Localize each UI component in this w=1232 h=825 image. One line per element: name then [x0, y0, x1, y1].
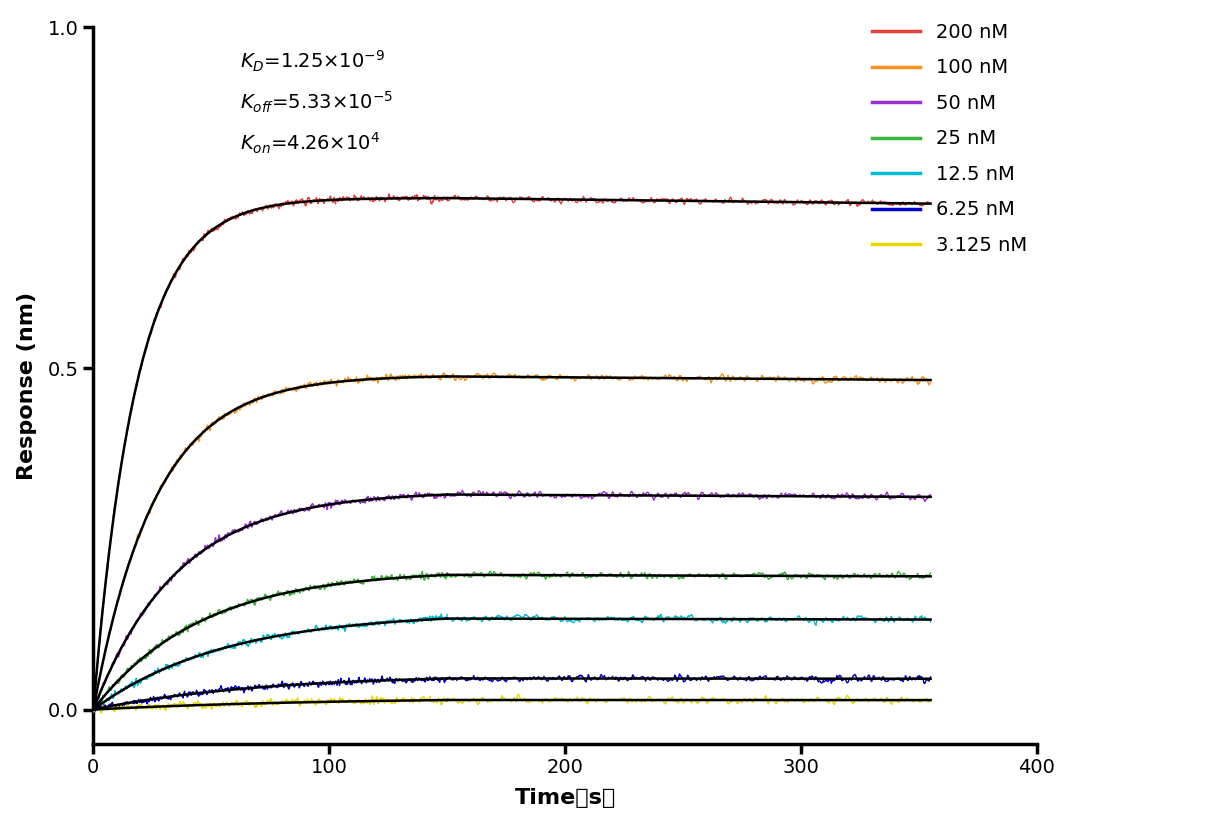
- Legend: 200 nM, 100 nM, 50 nM, 25 nM, 12.5 nM, 6.25 nM, 3.125 nM: 200 nM, 100 nM, 50 nM, 25 nM, 12.5 nM, 6…: [864, 15, 1035, 263]
- X-axis label: Time（s）: Time（s）: [515, 789, 616, 808]
- Text: $K_D$=1.25×10$^{-9}$
$K_{off}$=5.33×10$^{-5}$
$K_{on}$=4.26×10$^{4}$: $K_D$=1.25×10$^{-9}$ $K_{off}$=5.33×10$^…: [239, 49, 393, 156]
- Y-axis label: Response (nm): Response (nm): [17, 291, 37, 479]
